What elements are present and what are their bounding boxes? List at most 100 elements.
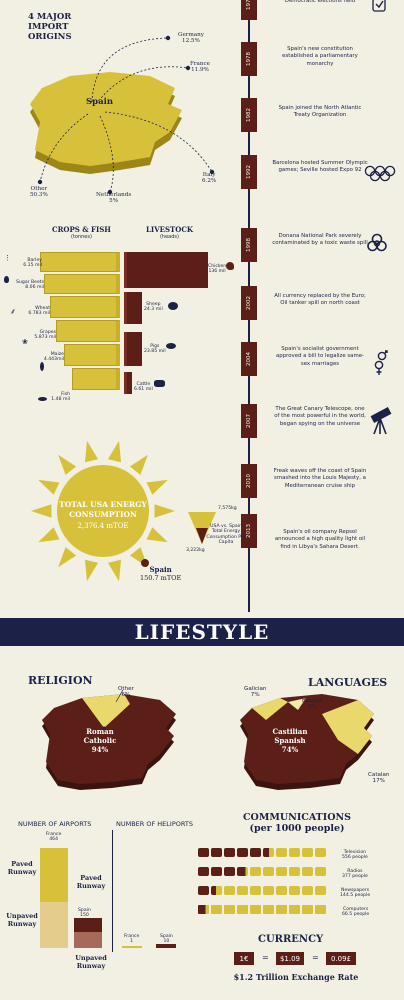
usa-energy-title: TOTAL USA ENERGY CONSUMPTION: [59, 500, 147, 519]
livestock-bar-cattle: [124, 372, 132, 394]
tv-icon: [250, 848, 261, 857]
computer-icon: [315, 905, 326, 914]
import-country-label: Other: [30, 186, 48, 192]
newspaper-icon: [315, 886, 326, 895]
radio-icon: [250, 867, 261, 876]
computer-icon: [263, 905, 274, 914]
sun-ray: [107, 559, 122, 582]
import-arc-italy: [104, 111, 213, 173]
radio-icon: [198, 867, 209, 876]
language-slice-catalan: [322, 700, 374, 754]
airports-france-label: France 464: [46, 832, 62, 843]
sheep-icon: [168, 302, 178, 310]
timeline-year: 1977: [241, 0, 257, 20]
spain-percap-label: 3,222kg: [186, 548, 205, 553]
timeline-event: Freak waves off the coast of Spain smash…: [273, 468, 367, 489]
spain-energy-value: 150.7 mTOE: [140, 574, 182, 582]
livestock-label-pigs: Pigs 23.85 mil: [144, 344, 166, 355]
language-basque-label: Basque 2%: [302, 698, 323, 711]
language-main-name: Castilian Spanish: [272, 727, 308, 745]
import-pct-label: 50.3%: [30, 192, 48, 199]
tv-icon: [198, 848, 209, 857]
currency-title: CURRENCY: [258, 934, 324, 945]
crop-label-grapes: Grapes 5.873 mil: [34, 330, 56, 341]
telescope-icon: [370, 407, 392, 435]
usa-energy-value: 2,376.4 mTOE: [77, 521, 129, 530]
percap-caption: USA vs. Spain Total Energy Consumption P…: [206, 524, 246, 545]
heliports-spain-bar: [156, 944, 176, 948]
comm-label-newspaper: Newspapers 144.5 people: [340, 888, 371, 899]
language-slice-galician: [252, 698, 288, 720]
sun-ray: [58, 454, 77, 475]
sun-ray: [58, 547, 77, 568]
import-country-label: Germany: [178, 32, 204, 38]
sugar-beet-icon: [4, 276, 9, 283]
olympic-rings-icon: [364, 165, 396, 182]
heliports-divider: [112, 830, 113, 952]
tv-icon: [289, 848, 300, 857]
import-pct-label: 5%: [109, 198, 119, 205]
comm-row: [198, 886, 326, 895]
crop-label-barley: Barley 6.15 mil: [23, 258, 42, 269]
import-germany: Germany 12.5%: [178, 32, 204, 45]
comm-label-tv: Television 556 people: [342, 850, 368, 861]
airports-spain-label: Spain 150: [78, 908, 91, 919]
timeline-event: All currency replaced by the Euro; Oil t…: [274, 293, 366, 307]
pig-icon: [166, 343, 176, 349]
newspaper-icon: [237, 886, 248, 895]
timeline-event: Spain's oil company Repsol announced a h…: [274, 529, 366, 550]
currency-pound-box: 0.09£: [326, 952, 356, 965]
spain-energy-dot: [141, 559, 149, 567]
religion-slice-catholic: [42, 694, 176, 784]
crop-label-maize: Maize 4.443mil: [43, 352, 64, 363]
sun-ray: [84, 440, 99, 463]
radio-icon: [302, 867, 313, 876]
radio-icon: [289, 867, 300, 876]
usa-energy-circle: [57, 465, 149, 557]
religion-main-name: Roman Catholic: [83, 727, 117, 745]
radio-icon: [224, 867, 235, 876]
languages-title: LANGUAGES: [308, 676, 388, 689]
sun-ray: [154, 504, 175, 518]
timeline-year: 1982: [241, 98, 257, 132]
currency-rate: $1.2 Trillion Exchange Rate: [233, 972, 359, 982]
currency-equals-2: =: [312, 953, 319, 962]
usa-energy-sun: [31, 440, 175, 582]
newspaper-icon: [224, 886, 235, 895]
timeline-event: Spain's socialist government approved a …: [276, 346, 364, 367]
lifestyle-banner: LIFESTYLE: [0, 618, 404, 646]
radio-icon: [263, 867, 274, 876]
livestock-unit: (heads): [159, 234, 179, 240]
religion-main-label: Roman Catholic 94%: [70, 727, 130, 754]
tv-icon: [263, 848, 274, 857]
import-france: France 11.9%: [190, 61, 210, 74]
airports-france-paved-bar: [40, 848, 68, 902]
radio-icon: [237, 867, 248, 876]
fish-icon: [38, 397, 47, 401]
newspaper-icon: [276, 886, 287, 895]
religion-other-label: Other 6%: [118, 686, 134, 699]
airports-unpaved-label-right: Unpaved Runway: [75, 954, 107, 970]
computer-icon: [302, 905, 313, 914]
spain-map: [30, 72, 182, 166]
livestock-label-sheep: Sheep 24.3 mil: [144, 302, 163, 313]
import-country-label: Netherlands: [96, 192, 132, 198]
import-netherlands: Netherlands 5%: [96, 192, 131, 205]
wheat-icon: ⸙: [10, 307, 16, 316]
comm-row: [198, 867, 326, 876]
timeline-year: 1998: [241, 228, 257, 262]
crop-label-wheat: Wheat 6.783 mil: [28, 306, 50, 317]
crops-title: CROPS & FISH: [52, 225, 111, 234]
computer-icon: [250, 905, 261, 914]
livestock-label-chicken: Chicken 136 mil: [208, 264, 227, 275]
ballot-box-icon: [372, 0, 386, 12]
crop-bar-barley: [40, 252, 120, 272]
timeline-year: 1992: [241, 155, 257, 189]
crop-bar-grapes: [56, 320, 120, 342]
import-country-label: Italy: [202, 172, 216, 178]
spain-energy-name: Spain: [149, 565, 172, 574]
import-italy: Italy 6.2%: [202, 172, 216, 185]
tv-icon: [224, 848, 235, 857]
percap-triangle: [188, 512, 216, 544]
computer-icon: [224, 905, 235, 914]
